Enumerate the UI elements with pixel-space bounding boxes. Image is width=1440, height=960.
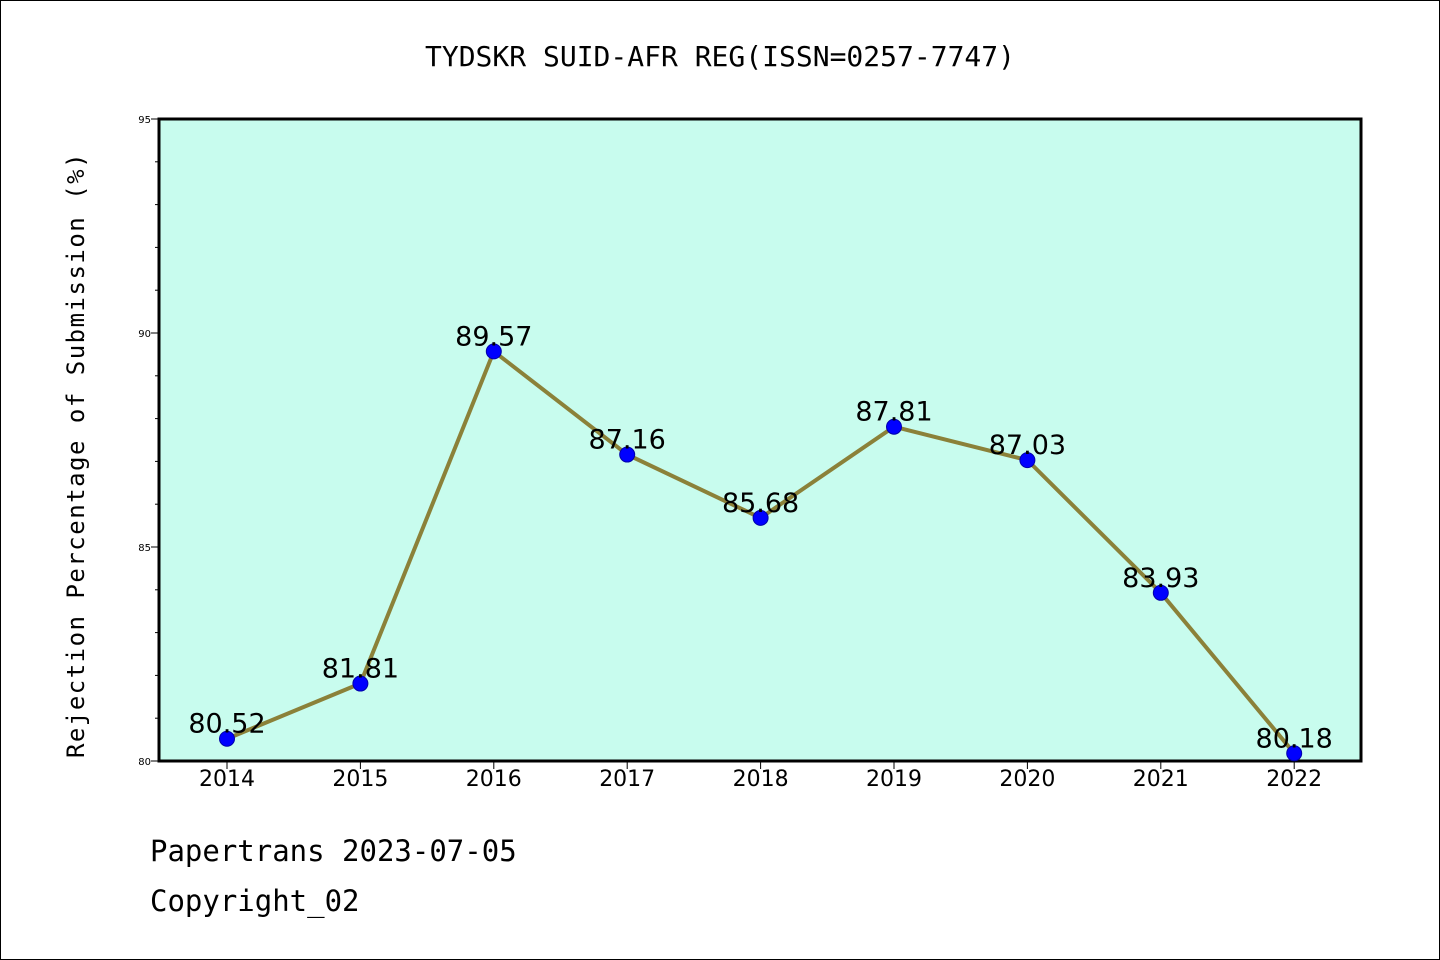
y-axis-label: Rejection Percentage of Submission (%) (62, 152, 90, 758)
data-point (1152, 584, 1169, 601)
y-tick-label: 85 (138, 543, 151, 554)
y-axis-ticks: 80 85 90 95 (138, 115, 159, 768)
x-tick-label: 2018 (733, 767, 789, 792)
data-label: 80.52 (188, 709, 265, 740)
data-point (219, 730, 235, 747)
data-label: 87.03 (989, 430, 1066, 461)
series-layer: 80.52 81.81 89.57 87.16 85.68 87.81 87.03 83.93… (188, 321, 1333, 762)
plot-area (157, 117, 1363, 763)
data-label: 87.81 (855, 397, 932, 428)
data-label: 87.16 (589, 425, 666, 456)
data-label: 89.57 (455, 321, 532, 352)
footer-date: Papertrans 2023-07-05 (150, 834, 517, 868)
data-point (752, 509, 769, 526)
footer-copyright: Copyright_02 (150, 884, 360, 918)
x-tick-label: 2021 (1133, 767, 1189, 792)
y-tick-label: 95 (138, 115, 151, 126)
data-point (886, 418, 902, 435)
x-tick-label: 2016 (466, 767, 522, 792)
x-axis-ticks: 2014 2015 2016 2017 2018 2019 2020 2021 2022 (199, 761, 1322, 792)
data-point (352, 675, 369, 692)
data-point (1286, 745, 1303, 762)
x-tick-label: 2020 (999, 767, 1055, 792)
data-point (619, 446, 636, 463)
x-tick-label: 2014 (199, 767, 255, 792)
data-label: 85.68 (722, 488, 799, 519)
data-point (1019, 452, 1036, 469)
y-tick-label: 90 (138, 329, 151, 340)
x-tick-label: 2022 (1266, 767, 1322, 792)
x-tick-label: 2019 (866, 767, 922, 792)
data-label: 81.81 (322, 654, 399, 685)
data-point (485, 343, 502, 360)
data-label: 80.18 (1256, 723, 1333, 754)
chart-title: TYDSKR SUID-AFR REG(ISSN=0257-7747) (425, 40, 1015, 73)
x-tick-label: 2017 (599, 767, 655, 792)
x-tick-label: 2015 (332, 767, 388, 792)
data-label: 83.93 (1122, 563, 1199, 594)
y-tick-label: 80 (138, 757, 151, 768)
